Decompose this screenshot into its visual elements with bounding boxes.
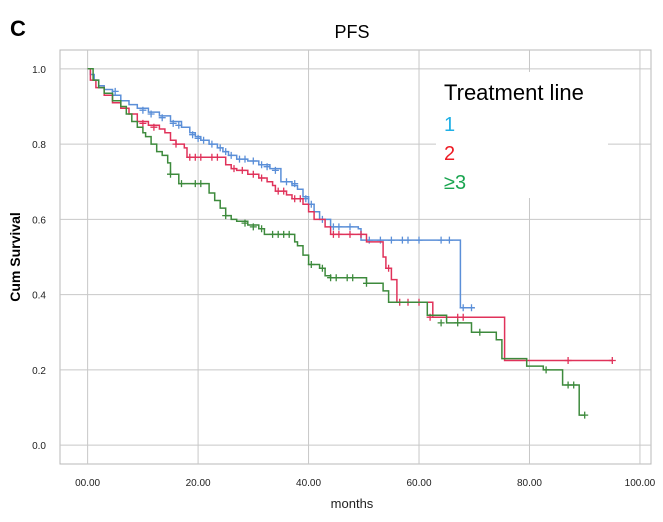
censor-mark (454, 319, 462, 327)
censor-mark (241, 219, 249, 227)
censor-mark (445, 236, 453, 244)
censor-mark (349, 274, 357, 282)
censor-mark (363, 279, 370, 287)
censor-mark (437, 236, 445, 244)
censor-mark (387, 236, 395, 244)
km-curve-1 (87, 68, 475, 309)
censor-mark (249, 223, 257, 231)
censor-mark (346, 223, 354, 231)
censor-mark (175, 121, 183, 129)
censor-mark (437, 319, 445, 327)
censor-mark (385, 264, 393, 272)
censor-mark (263, 163, 271, 171)
series-3 (87, 68, 589, 419)
censor-mark (222, 212, 230, 220)
censor-mark (468, 304, 475, 312)
x-tick-label: 20.00 (186, 478, 211, 489)
censor-mark (476, 328, 484, 336)
censor-mark (172, 140, 180, 148)
censor-mark (230, 165, 238, 173)
y-tick-label: 0.0 (32, 441, 46, 452)
censor-mark (197, 180, 205, 188)
censor-mark (280, 187, 288, 195)
censor-mark (178, 180, 185, 188)
censor-mark (459, 313, 467, 321)
censor-mark (147, 110, 155, 118)
censor-mark (249, 157, 257, 165)
censor-mark (296, 195, 304, 203)
grid (60, 50, 651, 464)
y-tick-label: 0.2 (32, 366, 46, 377)
censor-mark (415, 236, 423, 244)
censor-mark (227, 151, 235, 159)
censor-mark (283, 178, 290, 186)
x-axis-ticks: 00.00 20.00 40.00 60.00 80.00 100.00 (75, 478, 656, 489)
censor-mark (241, 155, 249, 163)
censor-mark (404, 236, 412, 244)
censor-mark (167, 170, 174, 178)
censor-mark (258, 174, 266, 182)
censor-mark (335, 223, 343, 231)
censor-mark (459, 304, 467, 312)
censor-mark (570, 381, 578, 389)
censor-mark (197, 153, 205, 161)
legend-entry-1: 1 (444, 114, 455, 136)
y-tick-label: 0.8 (32, 140, 46, 151)
x-tick-label: 60.00 (407, 478, 432, 489)
censor-mark (208, 140, 216, 148)
y-tick-label: 0.4 (32, 291, 46, 302)
legend-entry-2: 2 (444, 143, 455, 165)
censor-mark (194, 134, 202, 142)
censor-mark (213, 153, 221, 161)
censor-mark (158, 114, 166, 122)
censor-mark (335, 230, 343, 238)
censor-mark (169, 119, 177, 127)
censor-mark (542, 366, 550, 374)
censor-mark (238, 166, 246, 174)
censor-mark (346, 230, 354, 238)
censor-mark (332, 274, 340, 282)
y-axis-label: Cum Survival (7, 212, 23, 301)
chart-title: PFS (334, 22, 369, 42)
censor-mark (285, 230, 293, 238)
x-tick-label: 00.00 (75, 478, 100, 489)
censor-mark (200, 136, 208, 144)
censor-mark (357, 230, 365, 238)
censor-mark (222, 148, 230, 156)
series-layer (87, 68, 616, 419)
censor-mark (258, 161, 266, 169)
censor-mark (307, 261, 315, 268)
censor-mark (291, 180, 299, 188)
y-axis-ticks: 0.0 0.2 0.4 0.6 0.8 1.0 (32, 65, 46, 452)
censor-mark (150, 123, 158, 131)
censor-mark (318, 264, 326, 272)
x-tick-label: 80.00 (517, 478, 542, 489)
censor-mark (608, 357, 616, 364)
legend: Treatment line 1 2 ≥3 (444, 80, 584, 194)
censor-mark (249, 170, 257, 178)
x-tick-label: 100.00 (625, 478, 656, 489)
y-tick-label: 0.6 (32, 215, 46, 226)
series-1 (87, 68, 475, 312)
y-tick-label: 1.0 (32, 65, 46, 76)
legend-entry-3: ≥3 (444, 172, 466, 194)
censor-mark (139, 119, 147, 127)
censor-mark (216, 144, 224, 152)
x-tick-label: 40.00 (296, 478, 321, 489)
censor-mark (581, 411, 589, 419)
panel-letter: C (10, 16, 26, 41)
censor-mark (258, 225, 266, 233)
censor-mark (271, 166, 279, 174)
censor-mark (564, 357, 572, 364)
x-axis-label: months (331, 496, 374, 511)
legend-title: Treatment line (444, 80, 584, 105)
censor-mark (111, 87, 119, 95)
censor-mark (139, 106, 147, 114)
censor-mark (189, 131, 197, 139)
legend-box (436, 72, 608, 198)
